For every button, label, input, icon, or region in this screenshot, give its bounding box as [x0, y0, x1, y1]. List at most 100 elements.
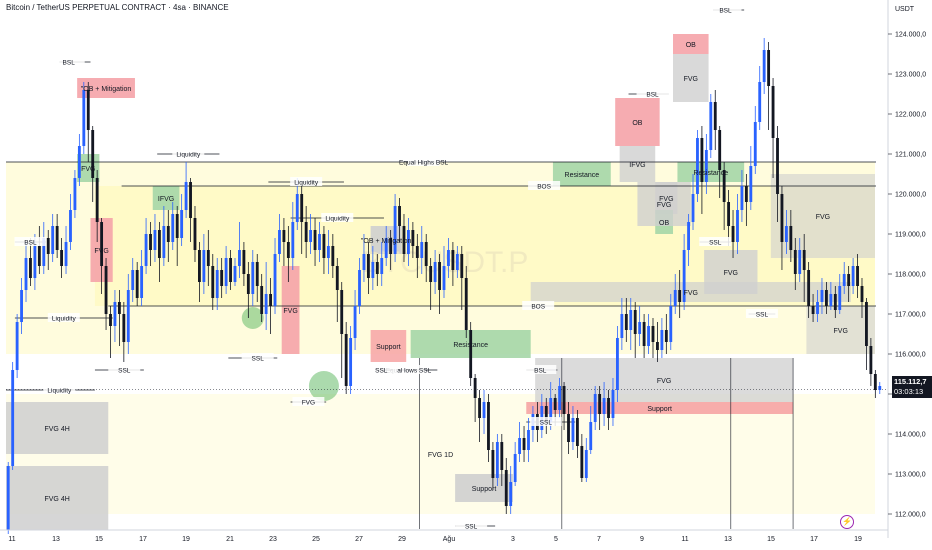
ob-mitigation-zone-label: "OB + Mitigation — [361, 238, 412, 245]
candle-body — [131, 270, 135, 290]
candle-body — [758, 82, 762, 122]
candle-body — [509, 482, 513, 506]
support-zone-label: Support — [472, 486, 497, 493]
candle-body — [6, 466, 10, 530]
time-tick-label: 13 — [52, 536, 60, 543]
candle-body — [162, 226, 166, 258]
ssl-line-label-bg — [745, 309, 778, 318]
candle-body — [624, 314, 628, 330]
candle-body — [878, 386, 882, 390]
bos-line-label-bg — [528, 181, 561, 190]
ssl-line-label: SSL — [709, 240, 722, 247]
flash-icon[interactable]: ⚡ — [840, 515, 854, 529]
candle-body — [260, 286, 264, 314]
support-zone — [455, 474, 513, 502]
candle-body — [282, 230, 286, 242]
ssl-line-label-bg — [392, 365, 425, 374]
fvg-4h-zone-label: FVG 4H — [44, 496, 69, 503]
candle-body — [647, 326, 650, 346]
candle-body — [326, 246, 330, 258]
candle-body — [798, 250, 802, 274]
candle-body — [313, 230, 317, 250]
time-tick-label: 11 — [8, 536, 15, 543]
candle-body — [522, 438, 526, 450]
equal-highs-line-label: Equal Highs BSL — [399, 160, 449, 167]
candle-body — [429, 266, 433, 282]
fvg-zone-label: FVG — [816, 214, 830, 221]
bsl-line-label: BSL — [534, 368, 547, 375]
candle-body — [55, 226, 59, 250]
candle-body — [731, 226, 735, 242]
liquidity-line-label: Liquidity — [325, 216, 350, 223]
candle-body — [642, 322, 646, 346]
price-tick-label: 124.000,0 — [895, 32, 926, 39]
ob-zone — [77, 78, 135, 98]
candle-body — [553, 398, 557, 410]
price-tick-label: 118.000,0 — [895, 272, 926, 279]
candle-body — [495, 442, 499, 478]
candles-layer — [6, 38, 882, 534]
candle-body — [29, 258, 32, 278]
candle-body — [753, 122, 757, 166]
candle-body — [487, 402, 490, 450]
liquidity-line-label-bg — [172, 149, 205, 158]
support-zone — [526, 402, 794, 414]
liquidity-line-label: Liquidity — [52, 316, 77, 323]
price-tick-label: 113.000,0 — [895, 472, 926, 479]
bsl-line-label-bg — [709, 5, 742, 14]
liquidity-line-label-bg — [47, 313, 80, 322]
liquidity-line-label: Liquidity — [176, 152, 201, 159]
candle-body — [220, 270, 224, 286]
candle-body — [233, 266, 237, 282]
candle-body — [384, 238, 388, 258]
chart-title: Bitcoin / TetherUS PERPETUAL CONTRACT · … — [6, 3, 229, 12]
liquidity-line-label: Liquidity — [47, 388, 72, 395]
ifvg-zone — [152, 186, 180, 210]
candle-body — [393, 206, 397, 254]
candle-body — [575, 418, 579, 446]
ssl-line-label-bg — [108, 365, 141, 374]
ssl-line-label-bg — [529, 417, 562, 426]
ssl-line-label-bg — [455, 521, 488, 530]
candle-body — [318, 234, 321, 250]
candle-body — [122, 314, 126, 342]
candle-body — [255, 262, 259, 286]
candle-body — [438, 262, 441, 290]
candle-body — [865, 302, 868, 346]
candle-body — [869, 346, 873, 374]
time-tick-label: 15 — [767, 536, 775, 543]
ssl-line-label: SSL — [465, 524, 478, 531]
candle-body — [820, 290, 824, 302]
candle-body — [860, 286, 864, 302]
support-zone-label: Support — [647, 406, 672, 413]
fvg-zone-label: FVG — [283, 308, 297, 315]
candle-body — [593, 394, 597, 422]
candle-body — [344, 334, 348, 386]
fvg-4h-zone — [6, 466, 109, 530]
candle-body — [722, 170, 726, 202]
candle-body — [500, 442, 504, 470]
candle-body — [420, 242, 424, 258]
candle-body — [15, 322, 19, 370]
resistance-zone — [677, 162, 745, 182]
candle-body — [851, 266, 855, 286]
candle-body — [398, 206, 401, 226]
candle-body — [171, 214, 175, 242]
candle-body — [784, 226, 788, 242]
candle-body — [469, 330, 473, 378]
candle-body — [175, 214, 179, 238]
time-tick-label: 9 — [640, 536, 644, 543]
candle-body — [358, 270, 361, 306]
candle-body — [473, 378, 477, 398]
fvg-1d-zone-label: FVG 1D — [428, 452, 453, 459]
time-tick-label: 11 — [681, 536, 688, 543]
candle-body — [113, 302, 117, 326]
ifvg-zone — [619, 146, 656, 182]
ssl-line-label: Equal lows SSL — [386, 368, 432, 375]
support-zone-label: Support — [376, 344, 401, 351]
ssl-line-label: SSL — [118, 368, 131, 375]
candle-body — [415, 246, 419, 258]
time-tick-label: 19 — [182, 536, 190, 543]
candle-body — [304, 222, 308, 242]
